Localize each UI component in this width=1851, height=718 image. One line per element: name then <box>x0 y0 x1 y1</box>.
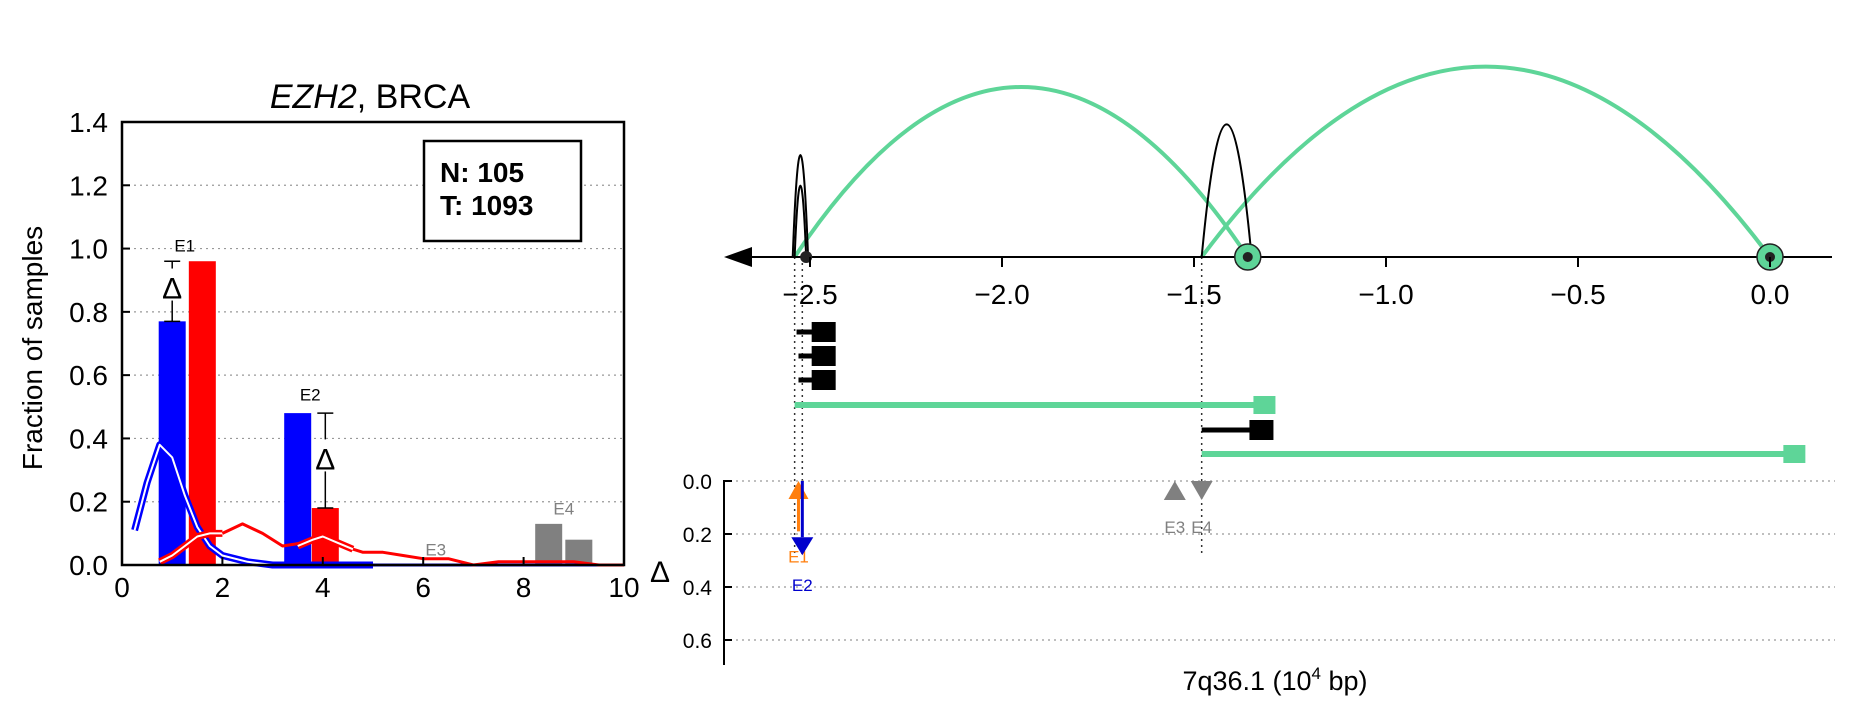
left-y-tick-label: 1.4 <box>69 107 108 138</box>
delta-y-tick-label: 0.4 <box>683 577 713 600</box>
left-y-tick-label: 0.8 <box>69 297 108 328</box>
left-delta-markers: ΔΔ <box>162 260 335 509</box>
strand-arrow-icon <box>724 247 752 267</box>
title-gene: EZH2 <box>270 78 357 116</box>
fraction-bar-chart: EZH2, BRCA Fraction of samples ΔΔ E1E2E3… <box>17 78 640 603</box>
transcript-exon <box>1249 420 1274 440</box>
bar-other <box>535 523 563 565</box>
left-x-tick-label: 10 <box>608 572 639 603</box>
transcript-exon <box>1783 445 1806 463</box>
transcript-models <box>794 322 1806 463</box>
left-x-tick-label: 0 <box>114 572 130 603</box>
delta-y-tick-label: 0.6 <box>683 630 712 653</box>
delta-y-tick-label: 0.0 <box>683 471 712 494</box>
left-y-tick-label: 0.0 <box>69 550 108 581</box>
junction-center-dot <box>1242 252 1253 262</box>
xlabel-main: 7q36.1 (10 <box>1182 666 1311 696</box>
splicing-diagram: −2.5 −2.0 −1.5 −1.0 −0.5 0.0 0.0 0.2 0.4 0.6 Δ E… <box>650 64 1835 696</box>
junction-arc <box>1200 123 1253 258</box>
legend-frame <box>422 139 583 243</box>
left-y-tick-label: 0.6 <box>69 360 108 391</box>
left-y-tick-label: 0.4 <box>69 423 108 454</box>
delta-label-E3: E3 <box>1164 518 1185 537</box>
delta-axis-label: Δ <box>650 556 670 589</box>
delta-triangle-E3 <box>1163 481 1186 500</box>
left-x-tick-label: 6 <box>415 572 431 603</box>
genome-x-ticks: −2.5 −2.0 −1.5 −1.0 −0.5 0.0 <box>782 257 1789 310</box>
delta-y-tick-label: 0.2 <box>683 524 712 547</box>
legend-tumor-count: T: 1093 <box>440 190 533 221</box>
genome-x-tick-label: −1.5 <box>1166 279 1221 310</box>
transcript-exon <box>811 346 836 366</box>
delta-label-E1: E1 <box>788 547 809 566</box>
bar-label-E1: E1 <box>174 237 195 256</box>
genome-x-tick-label: −0.5 <box>1550 279 1605 310</box>
left-y-tick-label: 0.2 <box>69 487 108 518</box>
transcript-exon <box>1253 396 1276 414</box>
left-axis-ticks: 0.0 0.2 0.4 0.6 0.8 1.0 1.2 1.4 0 2 4 6 8 10 <box>69 107 640 603</box>
delta-grid: 0.0 0.2 0.4 0.6 <box>683 471 1835 653</box>
bar-normal <box>158 321 186 565</box>
left-y-tick-label: 1.2 <box>69 170 108 201</box>
genome-x-tick-label: −2.5 <box>782 279 837 310</box>
delta-triangle-E4 <box>1190 481 1213 500</box>
left-chart-title: EZH2, BRCA <box>270 78 471 116</box>
left-x-tick-label: 2 <box>215 572 231 603</box>
transcript-exon <box>811 322 836 342</box>
junction-arc <box>791 154 810 258</box>
transcript-exon <box>811 370 836 390</box>
bar-label-E4: E4 <box>553 499 574 518</box>
left-plot-frame <box>120 120 626 567</box>
bar-label-E3: E3 <box>425 541 446 560</box>
delta-symbol: Δ <box>315 443 335 476</box>
junction-arc <box>793 184 808 258</box>
xlabel-end: bp) <box>1321 666 1368 696</box>
bar-label-E2: E2 <box>300 385 321 404</box>
junction-arc <box>1200 64 1772 259</box>
density-line-inner <box>159 532 223 563</box>
left-x-tick-label: 4 <box>315 572 331 603</box>
left-y-tick-label: 1.0 <box>69 234 108 265</box>
delta-label-E4: E4 <box>1191 518 1212 537</box>
xlabel-superscript: 4 <box>1312 664 1321 683</box>
guide-lines <box>793 257 1203 555</box>
junction-arcs <box>791 64 1772 259</box>
legend-box: N: 105 T: 1093 <box>422 139 583 243</box>
genome-x-tick-label: −1.0 <box>1358 279 1413 310</box>
left-bars <box>158 261 593 565</box>
junction-arc <box>792 85 1250 259</box>
left-y-axis-label: Fraction of samples <box>17 226 48 470</box>
density-line-tumor <box>221 522 624 567</box>
density-line-inner <box>297 535 354 551</box>
genome-x-axis-label: 7q36.1 (104 bp) <box>1182 664 1367 696</box>
delta-arrowhead-E2 <box>791 537 814 556</box>
delta-markers: E1 E2 E3 E4 <box>788 481 1213 595</box>
delta-label-E2: E2 <box>792 576 813 595</box>
delta-symbol: Δ <box>162 273 182 306</box>
left-x-tick-label: 8 <box>516 572 532 603</box>
title-rest: , BRCA <box>357 78 471 116</box>
left-bar-labels: E1 E2 E3 E4 <box>174 237 574 560</box>
legend-normal-count: N: 105 <box>440 157 524 188</box>
genome-x-tick-label: 0.0 <box>1751 279 1790 310</box>
delta-arrowhead-E1 <box>788 481 809 499</box>
genome-x-tick-label: −2.0 <box>974 279 1029 310</box>
